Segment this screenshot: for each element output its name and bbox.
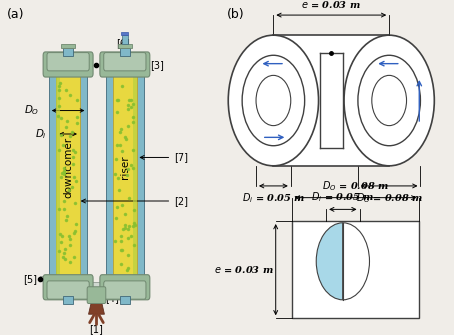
Text: [2]: [2]: [174, 196, 188, 206]
Bar: [320, 53, 343, 148]
Bar: [106, 74, 144, 278]
Text: [5]: [5]: [23, 274, 37, 284]
Bar: [49, 74, 88, 278]
Text: [6]: [6]: [116, 38, 129, 48]
Bar: [122, 36, 128, 44]
Text: $D_O$ = 0.08 m: $D_O$ = 0.08 m: [355, 191, 423, 205]
Circle shape: [256, 75, 291, 126]
Text: riser: riser: [120, 156, 130, 179]
FancyBboxPatch shape: [100, 275, 150, 300]
Text: (b): (b): [227, 8, 245, 21]
Bar: [40, 276, 49, 281]
Circle shape: [358, 55, 420, 146]
Text: $D_i$ = 0.05 m: $D_i$ = 0.05 m: [311, 191, 375, 204]
Bar: [120, 296, 130, 304]
Bar: [118, 44, 132, 48]
Text: $e$ = 0.03 m: $e$ = 0.03 m: [301, 0, 361, 10]
Bar: [82, 282, 111, 289]
FancyBboxPatch shape: [100, 52, 150, 77]
Bar: [121, 32, 128, 36]
Text: $D_i$ = 0.05 m: $D_i$ = 0.05 m: [242, 191, 305, 205]
FancyBboxPatch shape: [43, 52, 93, 77]
Bar: [56, 74, 80, 278]
Wedge shape: [316, 223, 343, 300]
Text: $D_i$: $D_i$: [35, 127, 47, 141]
FancyBboxPatch shape: [47, 53, 89, 71]
Bar: [61, 44, 75, 48]
Text: (a): (a): [7, 8, 25, 21]
Circle shape: [228, 35, 319, 166]
Text: $e$ = 0.03 m: $e$ = 0.03 m: [213, 264, 273, 275]
Polygon shape: [89, 302, 104, 314]
FancyBboxPatch shape: [104, 281, 146, 299]
Text: [7]: [7]: [174, 152, 188, 162]
Circle shape: [344, 35, 434, 166]
Bar: [292, 221, 419, 318]
Bar: [113, 74, 137, 278]
Bar: [133, 74, 137, 278]
FancyBboxPatch shape: [104, 53, 146, 71]
Bar: [273, 35, 389, 166]
Text: $D_O$ = 0.08 m: $D_O$ = 0.08 m: [322, 179, 389, 193]
Wedge shape: [343, 223, 370, 300]
Bar: [120, 48, 130, 56]
Text: downcomer: downcomer: [64, 137, 74, 198]
FancyBboxPatch shape: [43, 275, 93, 300]
Bar: [63, 48, 73, 56]
Text: [3]: [3]: [150, 60, 164, 70]
Circle shape: [242, 55, 305, 146]
Circle shape: [372, 75, 406, 126]
FancyBboxPatch shape: [47, 281, 89, 299]
Text: $D_O$: $D_O$: [25, 104, 40, 118]
Text: [4]: [4]: [106, 293, 119, 303]
Bar: [56, 74, 60, 278]
FancyBboxPatch shape: [87, 287, 106, 304]
Bar: [63, 296, 73, 304]
Text: [1]: [1]: [89, 324, 104, 334]
